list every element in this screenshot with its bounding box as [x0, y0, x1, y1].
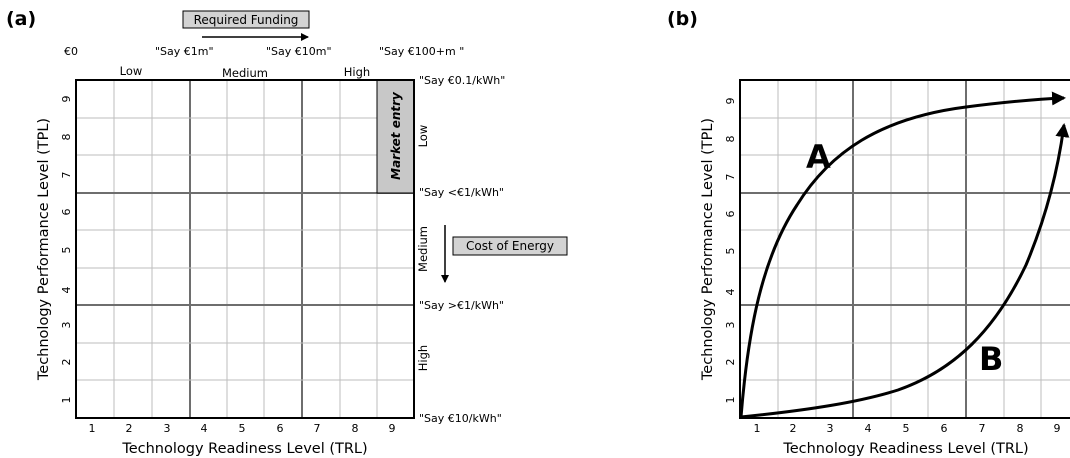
required-funding-box [182, 10, 310, 29]
y-tick-b-9: 9 [724, 98, 737, 105]
x-tick-a-5: 5 [239, 422, 246, 435]
y-tick-b-5: 5 [724, 248, 737, 255]
y-tick-a-4: 4 [60, 287, 73, 294]
y-tick-a-9: 9 [60, 96, 73, 103]
y-tick-a-6: 6 [60, 209, 73, 216]
x-tick-a-9: 9 [389, 422, 396, 435]
y-tick-b-8: 8 [724, 136, 737, 143]
cost-label-2: "Say >€1/kWh" [419, 299, 504, 312]
y-tick-b-6: 6 [724, 211, 737, 218]
y-tick-a-1: 1 [60, 397, 73, 404]
cost-of-energy-label: Cost of Energy [466, 239, 554, 253]
panel-a: (a) Required Funding €0 "Say €1m" "Say €… [6, 8, 568, 457]
y-axis-title-a: Technology Performance Level (TPL) [36, 118, 52, 381]
x-tick-a-2: 2 [126, 422, 133, 435]
curve-b [740, 123, 1070, 419]
x-tick-b-3: 3 [827, 422, 834, 435]
curve-a-label: A [806, 138, 831, 176]
cost-label-1: "Say <€1/kWh" [419, 186, 504, 199]
x-tick-b-5: 5 [903, 422, 910, 435]
y-tick-a-3: 3 [60, 322, 73, 329]
cost-label-0: "Say €0.1/kWh" [419, 74, 505, 87]
right-category-high: High [416, 345, 430, 371]
x-tick-b-4: 4 [865, 422, 872, 435]
y-axis-title-b: Technology Performance Level (TPL) [700, 118, 716, 381]
y-tick-b-2: 2 [724, 359, 737, 366]
curve-b-label: B [979, 340, 1003, 378]
y-tick-a-2: 2 [60, 359, 73, 366]
right-category-low: Low [416, 125, 430, 148]
funding-label-1: "Say €1m" [155, 45, 214, 58]
market-entry-box [376, 79, 415, 194]
panel-a-label: (a) [6, 8, 36, 30]
x-tick-a-6: 6 [277, 422, 284, 435]
y-tick-a-7: 7 [60, 172, 73, 179]
top-category-medium: Medium [222, 66, 268, 80]
x-tick-a-8: 8 [352, 422, 359, 435]
market-entry-label: Market entry [389, 91, 403, 180]
x-axis-title-b: Technology Readiness Level (TRL) [782, 441, 1028, 457]
right-category-medium: Medium [416, 226, 430, 272]
cost-of-energy-box [452, 236, 568, 256]
x-tick-a-7: 7 [314, 422, 321, 435]
cost-label-3: "Say €10/kWh" [419, 412, 502, 425]
required-funding-label: Required Funding [194, 13, 299, 27]
top-category-low: Low [120, 64, 143, 78]
y-tick-b-7: 7 [724, 174, 737, 181]
x-tick-b-1: 1 [754, 422, 761, 435]
funding-label-2: "Say €10m" [266, 45, 332, 58]
x-tick-a-1: 1 [89, 422, 96, 435]
x-tick-b-9: 9 [1054, 422, 1061, 435]
grid-b [740, 80, 1070, 418]
x-axis-title-a: Technology Readiness Level (TRL) [121, 441, 367, 457]
grid-a [76, 80, 414, 418]
y-tick-b-1: 1 [724, 397, 737, 404]
x-tick-b-2: 2 [790, 422, 797, 435]
x-tick-b-6: 6 [941, 422, 948, 435]
x-tick-a-4: 4 [201, 422, 208, 435]
curve-a [739, 91, 1066, 418]
x-tick-b-8: 8 [1017, 422, 1024, 435]
plot-frame-a [75, 79, 415, 419]
panel-b-label: (b) [667, 8, 698, 30]
x-tick-b-7: 7 [979, 422, 986, 435]
y-tick-b-4: 4 [724, 289, 737, 296]
y-tick-a-5: 5 [60, 247, 73, 254]
y-tick-a-8: 8 [60, 134, 73, 141]
panel-b: (b) A B 1 2 3 [667, 8, 1070, 457]
y-tick-b-3: 3 [724, 322, 737, 329]
x-tick-a-3: 3 [164, 422, 171, 435]
plot-frame-b [739, 79, 1070, 419]
top-category-high: High [344, 65, 370, 79]
funding-label-0: €0 [64, 45, 78, 58]
funding-label-3: "Say €100+m " [379, 45, 464, 58]
